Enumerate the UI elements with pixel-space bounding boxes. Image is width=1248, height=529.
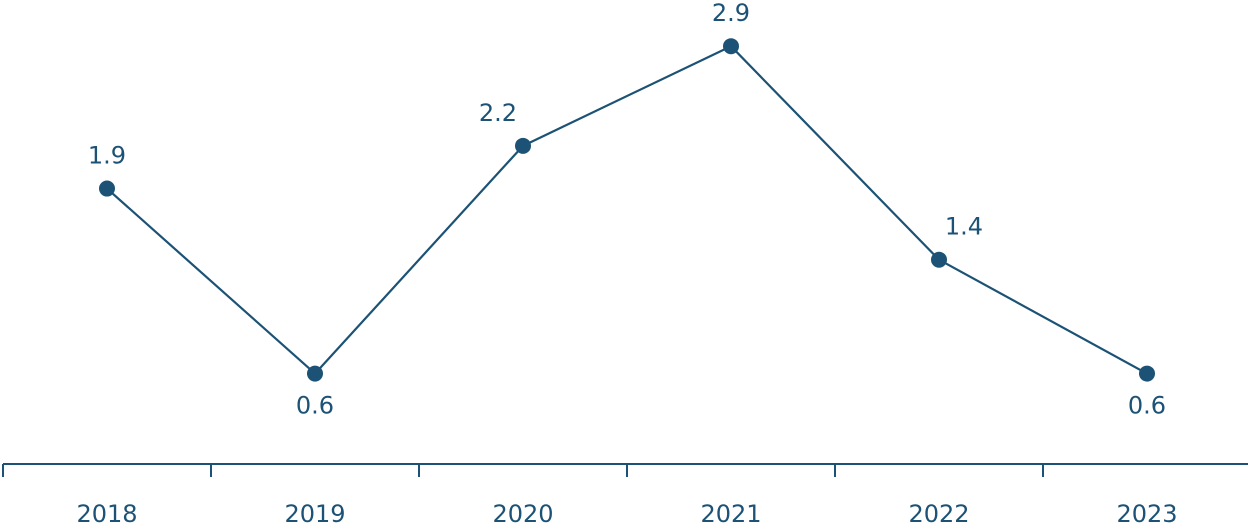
x-tick-label: 2022 (908, 500, 969, 528)
data-points (99, 38, 1155, 382)
x-axis (2, 463, 1248, 477)
data-point (1139, 365, 1155, 382)
data-labels: 1.9 0.6 2.2 2.9 1.4 0.6 (88, 0, 1166, 420)
data-label: 1.9 (88, 142, 126, 170)
data-label: 1.4 (945, 213, 983, 241)
x-tick-label: 2019 (284, 500, 345, 528)
data-label: 0.6 (1128, 392, 1166, 420)
x-tick-label: 2020 (492, 500, 553, 528)
data-point (515, 137, 531, 154)
data-point (99, 180, 115, 197)
x-tick-label: 2018 (76, 500, 137, 528)
data-point (307, 365, 323, 382)
data-point (931, 251, 947, 268)
data-label: 2.2 (479, 99, 517, 127)
data-label: 2.9 (712, 0, 750, 27)
series-line-group (106, 45, 1148, 375)
x-tick-label: 2021 (700, 500, 761, 528)
data-point (723, 38, 739, 55)
x-tick-labels: 2018 2019 2020 2021 2022 2023 (76, 500, 1177, 528)
x-tick-label: 2023 (1116, 500, 1177, 528)
data-label: 0.6 (296, 392, 334, 420)
series-line (106, 45, 1148, 375)
